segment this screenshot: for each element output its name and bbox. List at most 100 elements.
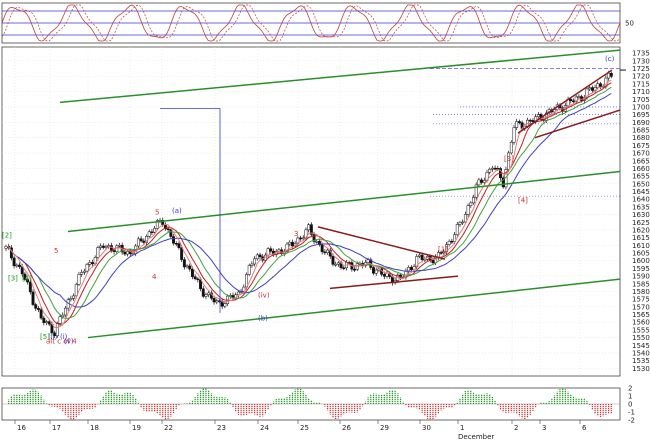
candle-body <box>72 295 76 299</box>
candle-body <box>442 251 446 254</box>
price-tick-label: 15900 <box>632 273 650 281</box>
price-tick-label: 16600 <box>632 165 650 173</box>
x-tick-label: 19 <box>132 424 141 432</box>
price-tick-label: 15300 <box>632 365 650 373</box>
candle-body <box>169 229 173 237</box>
price-tick-label: 15350 <box>632 357 650 365</box>
price-tick-label: 15650 <box>632 311 650 319</box>
candle-body <box>45 321 48 323</box>
price-tick-label: 15600 <box>632 319 650 327</box>
candle-body <box>512 127 516 143</box>
candle-body <box>315 241 319 243</box>
oscillator-signal-line <box>1 4 621 42</box>
price-tick-label: 16400 <box>632 196 650 204</box>
wave-label: 5 <box>54 247 58 255</box>
candle-body <box>469 202 473 206</box>
candle-body <box>461 221 465 224</box>
wedge-upper-line <box>317 226 446 260</box>
candle-body <box>323 251 327 254</box>
price-tick-label: 15550 <box>632 326 650 334</box>
price-tick-label: 16000 <box>632 257 650 265</box>
candle-body <box>31 291 35 305</box>
candle-body <box>147 231 151 237</box>
wave-label: (iv) <box>258 292 270 300</box>
candle-body <box>99 245 103 248</box>
histogram-tick-label: -2 <box>628 417 635 425</box>
candle-body <box>374 269 378 274</box>
candle-body <box>15 264 19 267</box>
histogram-tick-label: -1 <box>628 409 635 417</box>
candle-body <box>309 224 313 235</box>
price-tick-label: 15800 <box>632 288 650 296</box>
candle-body <box>318 241 321 245</box>
candle-body <box>153 228 157 233</box>
candle-body <box>447 240 451 245</box>
candle-body <box>255 254 259 260</box>
candle-body <box>299 237 302 240</box>
x-tick-label: 25 <box>300 424 309 432</box>
candle-body <box>193 276 197 280</box>
channel-lower-line <box>87 278 621 339</box>
price-tick-label: 16200 <box>632 226 650 234</box>
candle-body <box>136 238 140 247</box>
price-tick-label: 16950 <box>632 111 650 119</box>
candle-body <box>82 270 86 273</box>
histogram-tick-label: 2 <box>628 385 632 393</box>
candle-body <box>104 246 108 248</box>
candle-body <box>150 231 154 234</box>
x-tick-label: 3 <box>542 424 546 432</box>
candle-body <box>326 249 330 254</box>
candle-body <box>488 168 492 173</box>
wave-label: [4] <box>22 275 32 283</box>
candle-body <box>474 184 478 198</box>
wave-label: [1] <box>438 245 448 253</box>
candle-body <box>58 316 62 324</box>
candle-body <box>531 120 535 122</box>
x-tick-label: 6 <box>582 424 587 432</box>
wave-label: (a) <box>172 207 182 215</box>
price-tick-label: 16450 <box>632 188 650 196</box>
histogram-tick-label: 0 <box>628 401 632 409</box>
candle-body <box>609 72 613 77</box>
wave-label: (b) <box>258 315 268 323</box>
candle-body <box>23 273 27 280</box>
candle-body <box>266 248 270 256</box>
price-tick-label: 16250 <box>632 219 650 227</box>
candle-body <box>409 266 413 270</box>
price-tick-label: 16300 <box>632 211 650 219</box>
candle-body <box>482 180 486 183</box>
price-tick-label: 16550 <box>632 173 650 181</box>
candle-body <box>501 177 505 188</box>
candle-body <box>69 298 73 300</box>
candle-body <box>288 241 292 245</box>
price-tick-label: 15450 <box>632 342 650 350</box>
price-tick-label: 17350 <box>632 50 650 58</box>
candle-body <box>212 298 216 303</box>
candle-body <box>517 121 521 123</box>
price-tick-label: 15700 <box>632 303 650 311</box>
x-tick-label: 22 <box>164 424 173 432</box>
candle-body <box>199 279 203 290</box>
histogram-tick-label: 1 <box>628 393 632 401</box>
rising-wedge-upper <box>517 69 613 134</box>
candle-body <box>242 286 246 292</box>
candle-body <box>174 242 178 245</box>
candle-body <box>77 274 81 285</box>
candle-body <box>204 294 208 297</box>
candle-body <box>463 214 467 223</box>
wave-label: [4] <box>518 196 528 204</box>
candle-body <box>439 252 443 254</box>
x-tick-label: 23 <box>217 424 226 432</box>
price-tick-label: 16750 <box>632 142 650 150</box>
candle-body <box>574 96 578 102</box>
candle-body <box>509 141 513 154</box>
candle-body <box>599 83 602 87</box>
candle-body <box>577 96 581 98</box>
candle-body <box>353 268 357 271</box>
candle-body <box>166 228 170 230</box>
candle-body <box>182 259 186 268</box>
oscillator-tick-label: 50 <box>625 20 634 28</box>
wave-label: 4 <box>152 273 157 281</box>
candle-body <box>269 248 273 252</box>
